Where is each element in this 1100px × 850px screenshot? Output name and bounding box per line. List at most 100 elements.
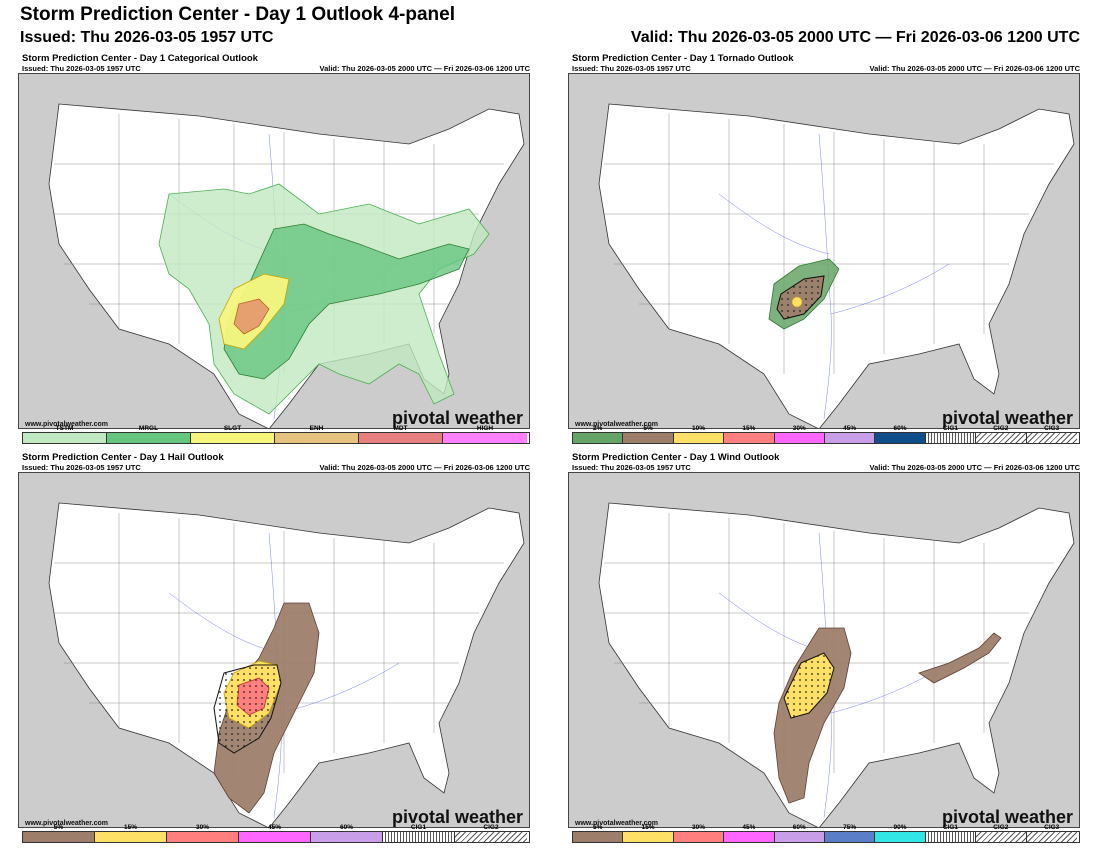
panel-title: Storm Prediction Center - Day 1 Wind Out… [572,452,780,463]
panel-issued: Issued: Thu 2026-03-05 1957 UTC [22,64,141,73]
wind-sig-hatch-area [783,652,835,719]
wind-5pct-area-east [918,632,1002,684]
page-issued-time: Issued: Thu 2026-03-05 1957 UTC [20,29,274,46]
panel-issued: Issued: Thu 2026-03-05 1957 UTC [572,463,691,472]
watermark: pivotal weather [392,408,523,428]
legend-swatch-enh: ENH [275,425,359,443]
legend-swatch-tstm: TSTM [23,425,107,443]
legend-swatch-cig2: CIG2 [976,425,1027,443]
legend-label: 75% [843,824,857,831]
panel-valid: Valid: Thu 2026-03-05 2000 UTC — Fri 202… [869,463,1080,472]
tornado-sig-hatch-area [776,275,825,320]
enh-risk-area [233,298,270,335]
panel-issued: Issued: Thu 2026-03-05 1957 UTC [22,463,141,472]
legend-label: 30% [792,425,806,432]
panel-issued: Issued: Thu 2026-03-05 1957 UTC [572,64,691,73]
legend-swatch-high: HIGH [443,425,527,443]
tornado-legend: 2% 5% 10% 15% 30% 45% 60% CIG1 CIG2 CIG3 [572,425,1080,444]
mrgl-risk-area [223,223,470,380]
legend-label: SLGT [223,425,242,432]
legend-swatch-30pct: 30% [774,425,825,443]
legend-label: 5% [643,425,653,432]
source-url: www.pivotalweather.com [24,820,108,827]
legend-label: 45% [843,425,857,432]
watermark: pivotal weather [392,807,523,827]
legend-swatch-cig1: CIG1 [925,824,977,842]
legend-label: CIG2 [993,425,1009,432]
legend-label: TSTM [55,425,74,432]
hail-outlook-map: pivotal weather www.pivotalweather.com [18,472,530,828]
legend-swatch-15pct: 15% [724,425,775,443]
legend-swatch-5pct: 5% [573,824,624,842]
legend-label: 60% [792,824,806,831]
wind-legend: 5% 15% 30% 45% 60% 75% 90% CIG1 CIG2 CIG3 [572,824,1080,843]
legend-swatch-cig1: CIG1 [925,425,977,443]
hail-outlook-panel: Storm Prediction Center - Day 1 Hail Out… [18,452,530,848]
legend-swatch-45pct: 45% [724,824,775,842]
legend-swatch-30pct: 30% [673,824,725,842]
source-url: www.pivotalweather.com [574,421,658,428]
categorical-outlook-panel: Storm Prediction Center - Day 1 Categori… [18,53,530,449]
legend-label: 15% [123,824,137,831]
legend-swatch-60pct: 60% [875,425,926,443]
legend-label: 15% [641,824,655,831]
legend-swatch-cig3: CIG3 [1026,425,1077,443]
legend-swatch-cig3: CIG3 [1026,824,1077,842]
panel-valid: Valid: Thu 2026-03-05 2000 UTC — Fri 202… [319,463,530,472]
legend-label: CIG2 [483,824,499,831]
hail-legend: 5% 15% 30% 45% 60% CIG1 CIG2 [22,824,530,843]
legend-swatch-15pct: 15% [623,824,674,842]
panel-title: Storm Prediction Center - Day 1 Hail Out… [22,452,224,463]
legend-label: CIG1 [942,824,959,831]
wind-outlook-panel: Storm Prediction Center - Day 1 Wind Out… [568,452,1080,848]
wind-outlook-map: pivotal weather www.pivotalweather.com [568,472,1080,828]
legend-swatch-90pct: 90% [875,824,926,842]
legend-swatch-10pct: 10% [673,425,725,443]
source-url: www.pivotalweather.com [24,421,108,428]
legend-label: CIG1 [942,425,959,432]
page-valid-time: Valid: Thu 2026-03-05 2000 UTC — Fri 202… [630,29,1080,46]
legend-swatch-75pct: 75% [824,824,876,842]
legend-label: 45% [742,824,756,831]
legend-label: 60% [893,425,907,432]
legend-swatch-60pct: 60% [774,824,825,842]
legend-label: 5% [53,824,64,831]
legend-swatch-cig1: CIG1 [383,824,455,842]
legend-label: CIG2 [993,824,1009,831]
legend-label: CIG3 [1044,425,1060,432]
legend-swatch-5pct: 5% [23,824,95,842]
legend-label: 60% [339,824,353,831]
tornado-10pct-area [791,296,803,308]
legend-swatch-5pct: 5% [623,425,674,443]
panel-valid: Valid: Thu 2026-03-05 2000 UTC — Fri 202… [869,64,1080,73]
legend-swatch-60pct: 60% [311,824,383,842]
legend-swatch-cig2: CIG2 [976,824,1027,842]
page-title: Storm Prediction Center - Day 1 Outlook … [20,4,455,25]
legend-label: 30% [195,824,209,831]
legend-swatch-30pct: 30% [167,824,239,842]
legend-label: 5% [592,824,603,831]
legend-swatch-cig2: CIG2 [455,824,527,842]
legend-label: ENH [309,425,324,432]
panel-title: Storm Prediction Center - Day 1 Tornado … [572,53,794,64]
hail-sig-hatch-area [213,664,282,754]
panel-title: Storm Prediction Center - Day 1 Categori… [22,53,258,64]
watermark: pivotal weather [942,408,1073,428]
legend-swatch-2pct: 2% [573,425,624,443]
legend-swatch-45pct: 45% [824,425,876,443]
tornado-outlook-panel: Storm Prediction Center - Day 1 Tornado … [568,53,1080,449]
watermark: pivotal weather [942,807,1073,827]
legend-swatch-mrgl: MRGL [107,425,191,443]
legend-label: 15% [742,425,756,432]
categorical-outlook-map: pivotal weather www.pivotalweather.com [18,73,530,429]
legend-label: 2% [592,425,603,432]
source-url: www.pivotalweather.com [574,820,658,827]
tornado-outlook-map: pivotal weather www.pivotalweather.com [568,73,1080,429]
legend-swatch-15pct: 15% [95,824,167,842]
legend-label: 90% [893,824,907,831]
legend-label: 30% [691,824,705,831]
legend-label: MRGL [138,425,159,432]
legend-swatch-mdt: MDT [359,425,443,443]
categorical-legend: TSTM MRGL SLGT ENH MDT HIGH [22,425,530,444]
legend-label: CIG3 [1044,824,1060,831]
